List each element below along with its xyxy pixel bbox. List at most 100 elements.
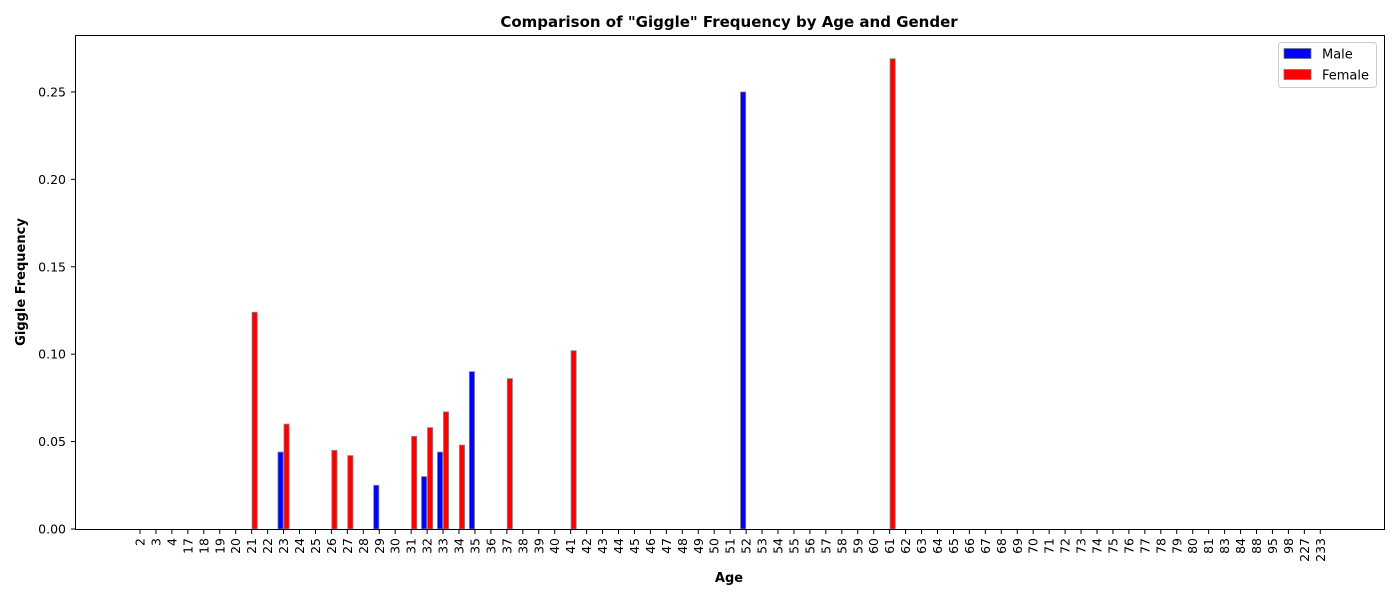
x-tick-label: 76 <box>1121 538 1136 554</box>
legend-label-female: Female <box>1322 69 1369 84</box>
chart-title: Comparison of "Giggle" Frequency by Age … <box>500 13 958 31</box>
y-tick-label: 0.15 <box>38 259 66 274</box>
x-axis-label: Age <box>715 571 743 586</box>
bars-layer <box>251 58 896 530</box>
x-tick-label: 26 <box>324 538 339 554</box>
x-tick-label: 54 <box>771 538 786 554</box>
x-tick-label: 80 <box>1185 538 1200 554</box>
bar-female-age-31 <box>411 435 418 530</box>
x-tick-label: 79 <box>1169 538 1184 554</box>
x-tick-label: 67 <box>978 538 993 554</box>
bar-female-age-21 <box>251 311 258 530</box>
y-tick-label: 0.10 <box>38 347 66 362</box>
x-tick-label: 68 <box>994 538 1009 554</box>
x-tick-label: 23 <box>276 538 291 554</box>
x-tick-label: 73 <box>1074 538 1089 554</box>
bar-male-age-29 <box>373 484 380 530</box>
x-tick-label: 44 <box>611 538 626 554</box>
x-tick-label: 2 <box>133 538 148 546</box>
x-tick-label: 47 <box>659 538 674 554</box>
x-tick-label: 81 <box>1201 538 1216 554</box>
x-tick-label: 17 <box>180 538 195 554</box>
x-tick-label: 84 <box>1233 538 1248 554</box>
x-tick-label: 18 <box>196 538 211 554</box>
bar-female-age-23 <box>283 423 290 530</box>
x-tick-label: 51 <box>723 538 738 554</box>
x-tick-label: 24 <box>292 538 307 554</box>
y-tick-label: 0.20 <box>38 172 66 187</box>
x-tick-label: 77 <box>1137 538 1152 554</box>
x-tick-label: 64 <box>930 538 945 554</box>
x-tick-label: 49 <box>691 538 706 554</box>
bar-male-age-52 <box>740 91 747 530</box>
x-tick-label: 53 <box>755 538 770 554</box>
x-tick-label: 61 <box>882 538 897 554</box>
x-tick-label: 22 <box>260 538 275 554</box>
bar-male-age-35 <box>468 371 475 530</box>
x-tick-label: 3 <box>148 538 163 546</box>
x-tick-label: 46 <box>643 538 658 554</box>
x-tick-label: 40 <box>547 538 562 554</box>
x-tick-label: 57 <box>818 538 833 554</box>
x-tick-label: 38 <box>515 538 530 554</box>
x-tick-label: 58 <box>834 538 849 554</box>
x-tick-label: 50 <box>707 538 722 554</box>
legend-label-male: Male <box>1322 48 1353 63</box>
legend: Male Female <box>1278 42 1377 88</box>
bar-female-age-33 <box>443 411 450 530</box>
legend-swatch-female <box>1283 69 1312 80</box>
x-tick-label: 56 <box>802 538 817 554</box>
x-tick-label: 66 <box>962 538 977 554</box>
x-tick-label: 62 <box>898 538 913 554</box>
bar-female-age-32 <box>427 427 434 530</box>
x-tick-label: 42 <box>579 538 594 554</box>
x-tick-label: 28 <box>356 538 371 554</box>
x-tick-label: 227 <box>1297 538 1312 562</box>
x-tick-label: 63 <box>914 538 929 554</box>
x-tick-label: 34 <box>452 538 467 554</box>
y-axis-ticks: 0.00 0.05 0.10 0.15 0.20 0.25 <box>38 84 76 537</box>
x-tick-label: 45 <box>627 538 642 554</box>
bar-female-age-27 <box>347 455 354 530</box>
x-tick-label: 75 <box>1105 538 1120 554</box>
bar-female-age-26 <box>331 449 338 530</box>
x-tick-label: 74 <box>1090 538 1105 554</box>
x-tick-label: 83 <box>1217 538 1232 554</box>
x-tick-label: 4 <box>164 538 179 546</box>
legend-swatch-male <box>1283 48 1312 59</box>
x-tick-label: 70 <box>1026 538 1041 554</box>
x-tick-label: 27 <box>340 538 355 554</box>
x-tick-label: 20 <box>228 538 243 554</box>
x-tick-label: 71 <box>1042 538 1057 554</box>
y-tick-label: 0.05 <box>38 434 66 449</box>
x-tick-label: 72 <box>1058 538 1073 554</box>
x-tick-label: 36 <box>483 538 498 554</box>
x-tick-label: 55 <box>786 538 801 554</box>
x-tick-label: 32 <box>420 538 435 554</box>
x-tick-label: 78 <box>1153 538 1168 554</box>
x-tick-label: 65 <box>946 538 961 554</box>
x-tick-label: 52 <box>739 538 754 554</box>
plot-frame <box>75 35 1385 530</box>
bar-male-age-23 <box>277 451 284 530</box>
bar-female-age-34 <box>458 444 465 530</box>
x-tick-label: 69 <box>1010 538 1025 554</box>
x-tick-label: 35 <box>467 538 482 554</box>
x-tick-label: 29 <box>372 538 387 554</box>
x-axis-ticks: 2 3 4 17 18 19 20 21 22 23 24 25 26 27 28 29 30 31 32 33 34 3… <box>133 529 1328 562</box>
x-tick-label: 59 <box>850 538 865 554</box>
y-axis-label: Giggle Frequency <box>14 218 29 346</box>
bar-male-age-32 <box>421 476 428 530</box>
x-tick-label: 88 <box>1249 538 1264 554</box>
x-tick-label: 39 <box>531 538 546 554</box>
bar-female-age-41 <box>570 350 577 530</box>
x-tick-label: 98 <box>1281 538 1296 554</box>
x-tick-label: 95 <box>1265 538 1280 554</box>
y-tick-label: 0.25 <box>38 84 66 99</box>
x-tick-label: 30 <box>388 538 403 554</box>
x-tick-label: 21 <box>244 538 259 554</box>
x-tick-label: 19 <box>212 538 227 554</box>
y-tick-label: 0.00 <box>38 522 66 537</box>
